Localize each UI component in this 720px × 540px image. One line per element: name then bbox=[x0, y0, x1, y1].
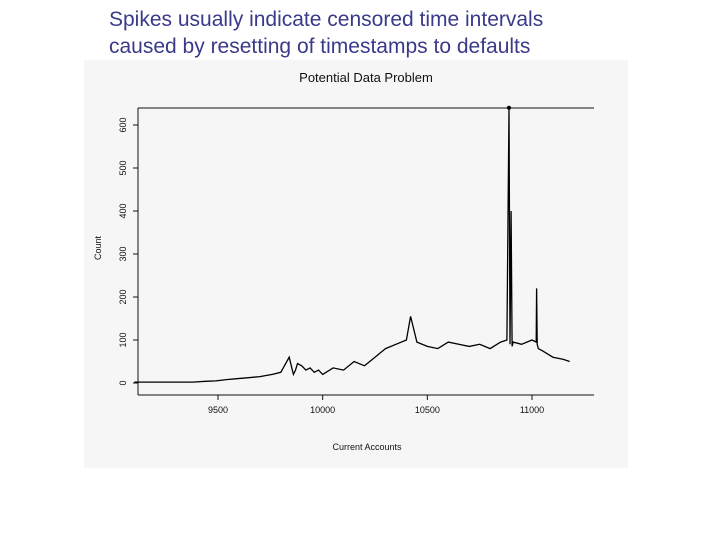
y-tick-label: 500 bbox=[118, 160, 128, 175]
y-tick-label: 400 bbox=[118, 203, 128, 218]
x-axis-label: Current Accounts bbox=[332, 442, 402, 452]
series-line bbox=[134, 107, 570, 383]
y-tick-label: 200 bbox=[118, 289, 128, 304]
x-tick-label: 10500 bbox=[415, 405, 440, 415]
slide-title-line-1: Spikes usually indicate censored time in… bbox=[109, 8, 544, 31]
x-tick-label: 11000 bbox=[520, 405, 544, 415]
x-tick-label: 10000 bbox=[310, 405, 335, 415]
plot-layer: 9500 10000 10500 11000 0 100 200 300 400 500 600 bbox=[118, 105, 594, 415]
x-tick-label: 9500 bbox=[208, 405, 228, 415]
y-tick-label: 300 bbox=[118, 246, 128, 261]
y-tick-label: 0 bbox=[118, 380, 128, 385]
chart-title: Potential Data Problem bbox=[299, 70, 433, 85]
line-chart: Potential Data Problem Current Accounts … bbox=[93, 70, 594, 452]
spike-point-marker bbox=[506, 105, 511, 110]
plot-panel: Potential Data Problem Current Accounts … bbox=[84, 60, 628, 468]
slide-title-line-2: caused by resetting of timestamps to def… bbox=[109, 35, 531, 58]
y-tick-label: 100 bbox=[118, 332, 128, 347]
y-tick-label: 600 bbox=[118, 117, 128, 132]
slide-title: Spikes usually indicate censored time in… bbox=[109, 6, 669, 60]
y-axis-label: Count bbox=[93, 236, 103, 261]
